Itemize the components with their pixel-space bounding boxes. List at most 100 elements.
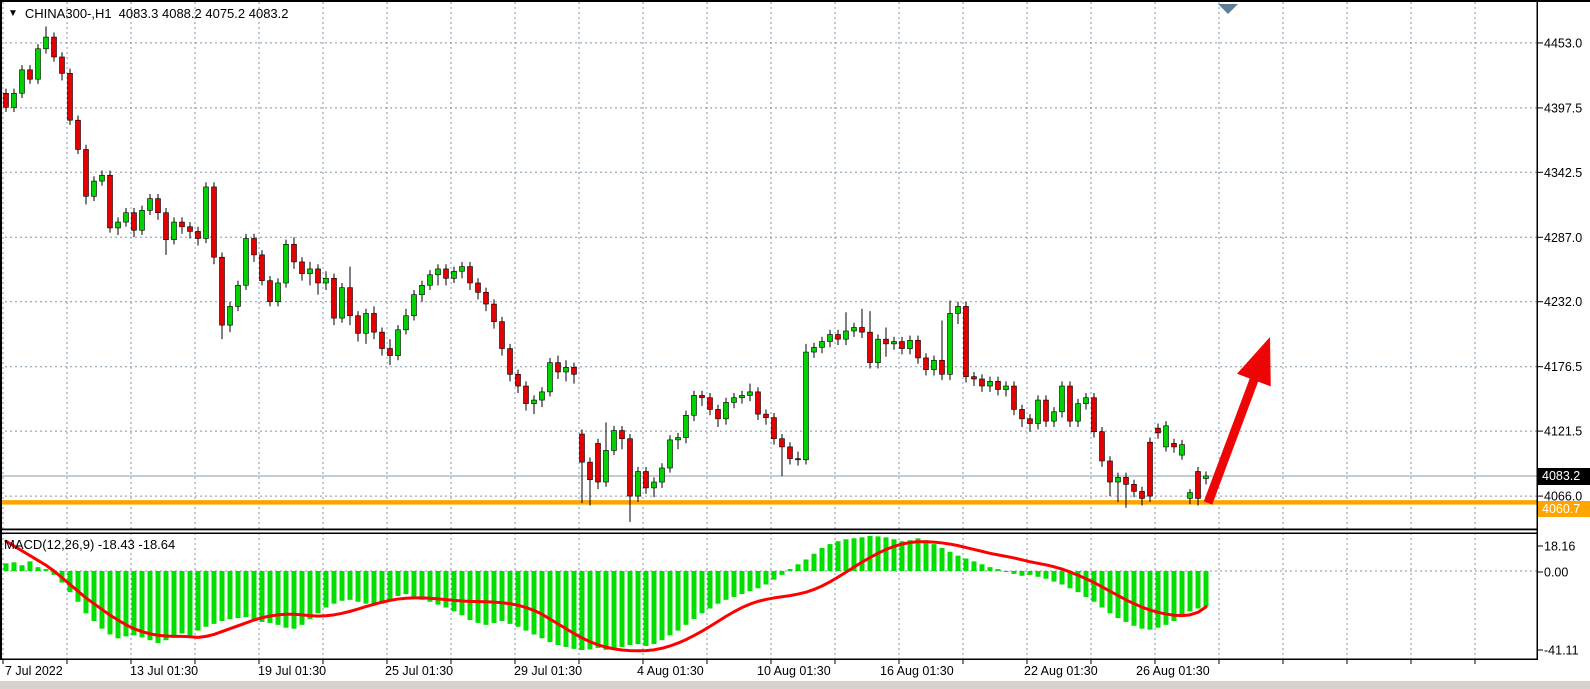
macd-histogram-bar: [35, 567, 41, 571]
bear-candle: [699, 395, 705, 399]
macd-histogram-bar: [291, 571, 297, 629]
bear-candle: [51, 36, 57, 58]
price-axis-label: 4397.5: [1544, 101, 1582, 115]
time-axis-label: 25 Jul 01:30: [385, 664, 453, 678]
bear-candle: [523, 385, 529, 404]
macd-histogram-bar: [227, 571, 233, 620]
bull-candle: [435, 268, 441, 276]
bear-candle: [1171, 443, 1177, 448]
bull-candle: [19, 69, 25, 94]
macd-axis-label: -41.11: [1544, 644, 1579, 658]
macd-histogram-bar: [371, 571, 377, 606]
macd-histogram-bar: [395, 571, 401, 596]
chart-header: ▼ CHINA300-,H1 4083.3 4088.2 4075.2 4083…: [8, 6, 289, 21]
bear-candle: [315, 268, 321, 284]
bull-candle: [683, 414, 689, 438]
bear-candle: [1139, 491, 1145, 499]
bull-candle: [419, 285, 425, 295]
macd-histogram-bar: [1051, 571, 1057, 582]
bull-candle: [451, 270, 457, 279]
bear-candle: [371, 313, 377, 333]
bear-candle: [475, 282, 481, 293]
macd-histogram-bar: [851, 538, 857, 571]
macd-histogram-bar: [675, 571, 681, 631]
macd-histogram-bar: [1059, 571, 1065, 585]
bull-candle: [731, 397, 737, 403]
macd-histogram-bar: [979, 564, 985, 571]
bear-candle: [899, 341, 905, 349]
macd-histogram-bar: [595, 571, 601, 648]
macd-histogram-bar: [403, 571, 409, 595]
time-axis-label: 13 Jul 01:30: [130, 664, 198, 678]
bear-candle: [75, 119, 81, 150]
price-axis-label: 4232.0: [1544, 295, 1582, 309]
macd-histogram-bar: [299, 571, 305, 625]
macd-histogram-bar: [899, 541, 905, 571]
time-axis-label: 10 Aug 01:30: [757, 664, 831, 678]
macd-histogram-bar: [931, 544, 937, 571]
bull-candle: [411, 294, 417, 317]
macd-histogram-bar: [747, 571, 753, 592]
bear-candle: [1147, 441, 1153, 497]
bull-candle: [1163, 425, 1169, 448]
macd-histogram-bar: [739, 571, 745, 595]
macd-histogram-bar: [1027, 571, 1033, 575]
chart-shift-marker-icon[interactable]: [1218, 4, 1238, 14]
bear-candle: [923, 357, 929, 370]
bull-candle: [1059, 385, 1065, 413]
time-axis-label: 26 Aug 01:30: [1136, 664, 1210, 678]
macd-histogram-bar: [547, 571, 553, 643]
bear-candle: [483, 292, 489, 305]
support-trendline[interactable]: [0, 500, 1537, 505]
macd-histogram-bar: [955, 555, 961, 571]
macd-histogram-bar: [947, 551, 953, 571]
macd-histogram-bar: [619, 571, 625, 647]
bull-candle: [43, 36, 49, 50]
macd-histogram-bar: [1187, 571, 1193, 612]
price-axis-label: 4066.0: [1544, 490, 1582, 504]
bull-candle: [203, 186, 209, 239]
macd-histogram-bar: [363, 571, 369, 604]
macd-histogram-bar: [515, 571, 521, 627]
bear-candle: [291, 244, 297, 263]
bear-candle: [835, 334, 841, 340]
macd-histogram-bar: [379, 571, 385, 604]
bull-candle: [235, 285, 241, 307]
macd-histogram-bar: [523, 571, 529, 631]
bear-candle: [219, 256, 225, 326]
macd-histogram-bar: [683, 571, 689, 625]
bull-candle: [819, 341, 825, 348]
macd-histogram-bar: [1035, 571, 1041, 577]
bear-candle: [643, 471, 649, 489]
bull-candle: [339, 287, 345, 319]
bear-candle: [387, 348, 393, 356]
macd-histogram-bar: [419, 571, 425, 600]
bull-candle: [827, 334, 833, 342]
symbol-timeframe-label: CHINA300-,H1: [24, 6, 112, 21]
macd-histogram-bar: [1011, 571, 1017, 574]
bear-candle: [507, 348, 513, 375]
macd-histogram-bar: [251, 571, 257, 620]
bear-candle: [467, 266, 473, 284]
macd-histogram-bar: [795, 564, 801, 571]
macd-histogram-bar: [179, 571, 185, 634]
bear-candle: [795, 458, 801, 461]
bull-candle: [91, 180, 97, 197]
bull-candle: [363, 313, 369, 334]
bull-candle: [635, 471, 641, 497]
bear-candle: [1027, 418, 1033, 424]
bear-candle: [59, 56, 65, 74]
macd-histogram-bar: [275, 571, 281, 625]
macd-histogram-bar: [659, 571, 665, 641]
macd-axis-label: 0.00: [1544, 566, 1568, 580]
macd-histogram-bar: [187, 571, 193, 636]
trend-arrow-head[interactable]: [1237, 337, 1271, 387]
bull-candle: [1051, 411, 1057, 422]
bear-candle: [347, 287, 353, 317]
bear-candle: [619, 430, 625, 440]
macd-histogram-bar: [563, 571, 569, 647]
macd-histogram-bar: [555, 571, 561, 646]
symbol-dropdown-icon[interactable]: ▼: [8, 8, 18, 19]
bear-candle: [979, 378, 985, 387]
